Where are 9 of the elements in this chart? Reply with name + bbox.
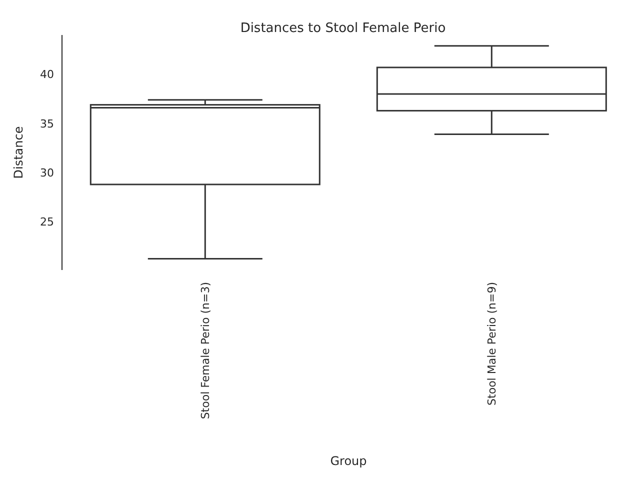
- y-axis-title: Distance: [11, 126, 26, 179]
- y-tick-label: 30: [40, 166, 54, 180]
- x-tick-label: Stool Female Perio (n=3): [198, 282, 212, 420]
- x-tick-label: Stool Male Perio (n=9): [485, 282, 498, 406]
- y-tick-label: 35: [40, 117, 54, 130]
- y-tick-label: 40: [40, 68, 54, 82]
- y-tick-label: 25: [40, 216, 54, 229]
- chart-title: Distances to Stool Female Perio: [240, 21, 446, 36]
- x-axis-title: Group: [330, 454, 367, 468]
